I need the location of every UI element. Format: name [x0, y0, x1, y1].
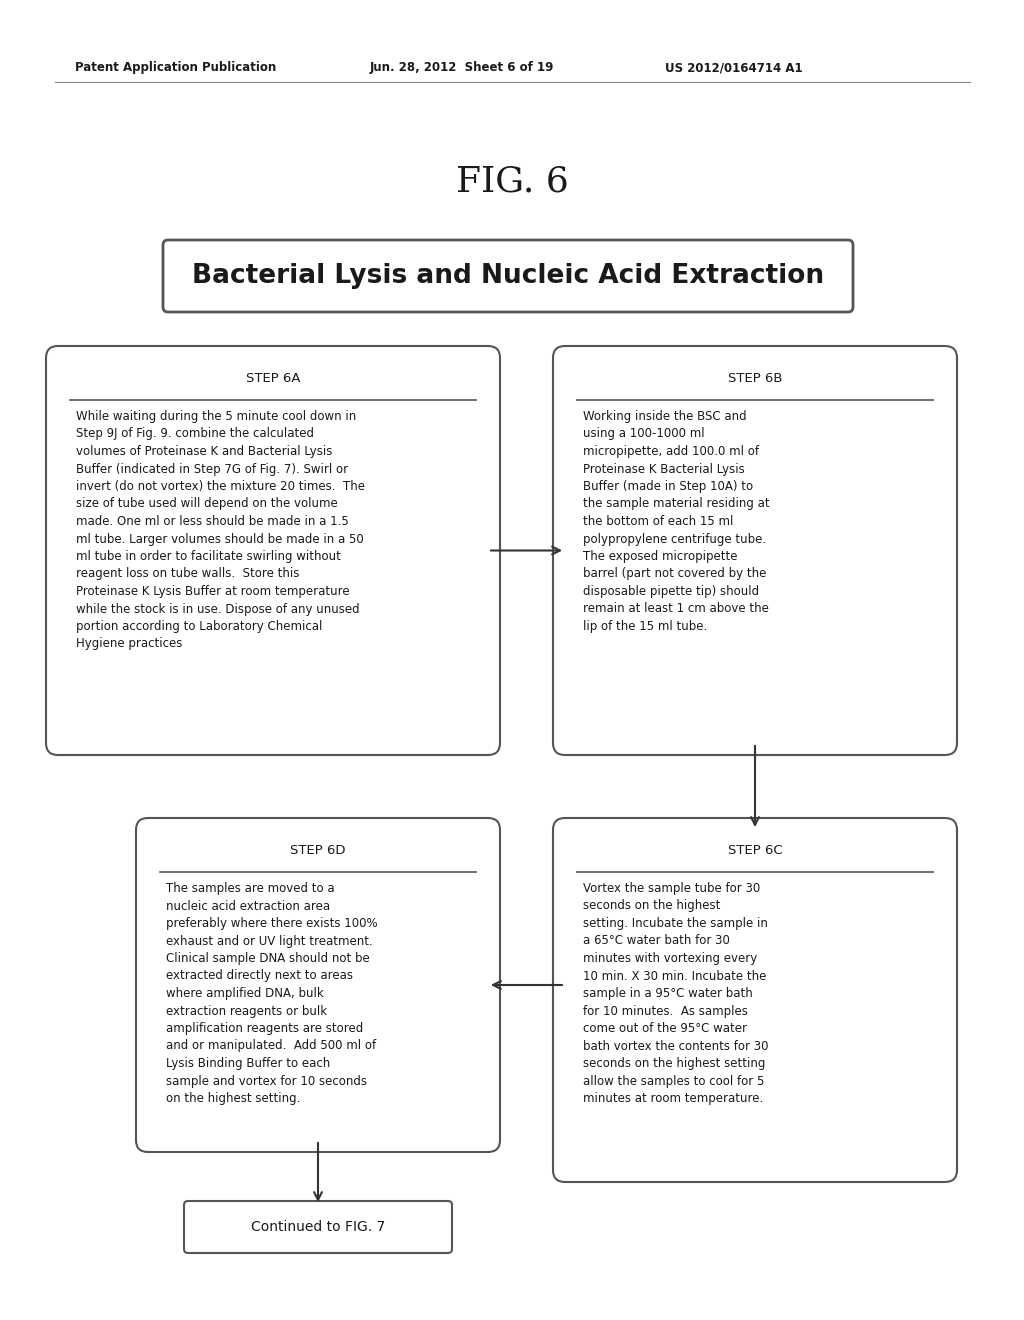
- FancyBboxPatch shape: [553, 818, 957, 1181]
- Text: Patent Application Publication: Patent Application Publication: [75, 62, 276, 74]
- Text: While waiting during the 5 minute cool down in
Step 9J of Fig. 9. combine the ca: While waiting during the 5 minute cool d…: [76, 411, 365, 651]
- FancyBboxPatch shape: [553, 346, 957, 755]
- Text: US 2012/0164714 A1: US 2012/0164714 A1: [665, 62, 803, 74]
- FancyBboxPatch shape: [163, 240, 853, 312]
- Text: STEP 6A: STEP 6A: [246, 372, 300, 385]
- Text: The samples are moved to a
nucleic acid extraction area
preferably where there e: The samples are moved to a nucleic acid …: [166, 882, 378, 1105]
- Text: Jun. 28, 2012  Sheet 6 of 19: Jun. 28, 2012 Sheet 6 of 19: [370, 62, 554, 74]
- FancyBboxPatch shape: [184, 1201, 452, 1253]
- Text: FIG. 6: FIG. 6: [456, 165, 568, 199]
- Text: STEP 6B: STEP 6B: [728, 372, 782, 385]
- Text: Continued to FIG. 7: Continued to FIG. 7: [251, 1220, 385, 1234]
- Text: STEP 6D: STEP 6D: [290, 845, 346, 858]
- Text: Bacterial Lysis and Nucleic Acid Extraction: Bacterial Lysis and Nucleic Acid Extract…: [191, 263, 824, 289]
- Text: Working inside the BSC and
using a 100-1000 ml
micropipette, add 100.0 ml of
Pro: Working inside the BSC and using a 100-1…: [583, 411, 770, 634]
- FancyBboxPatch shape: [46, 346, 500, 755]
- Text: STEP 6C: STEP 6C: [728, 845, 782, 858]
- Text: Vortex the sample tube for 30
seconds on the highest
setting. Incubate the sampl: Vortex the sample tube for 30 seconds on…: [583, 882, 768, 1105]
- FancyBboxPatch shape: [136, 818, 500, 1152]
